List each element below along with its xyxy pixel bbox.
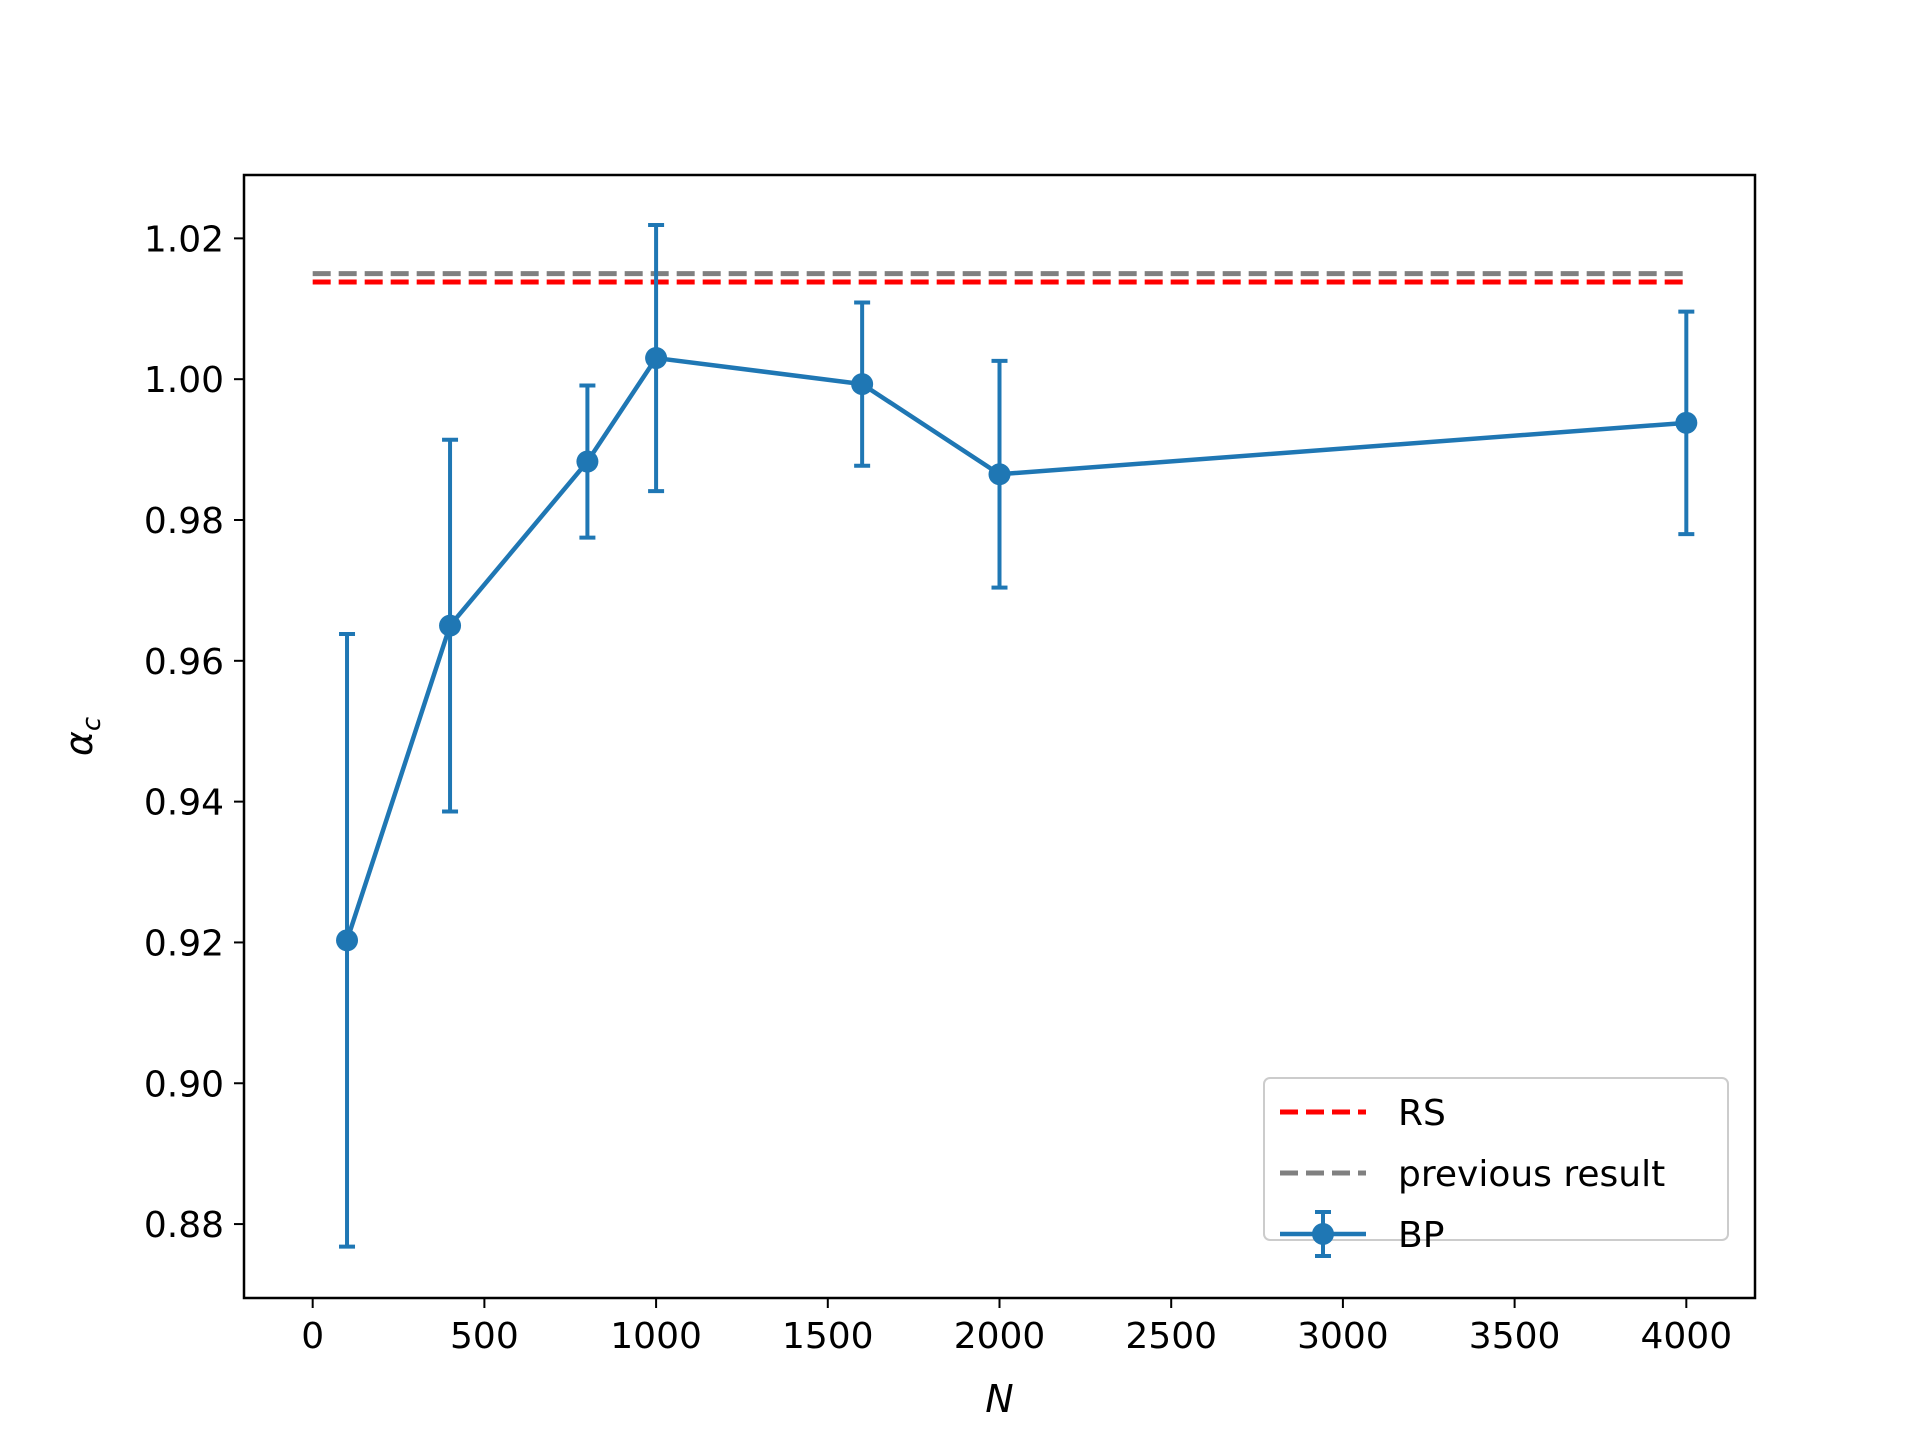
data-point xyxy=(988,463,1011,486)
data-point xyxy=(576,450,599,473)
y-axis-label-main: α xyxy=(57,731,101,756)
data-point xyxy=(1675,411,1698,434)
data-point xyxy=(336,929,359,952)
legend-label-bp: BP xyxy=(1398,1215,1444,1256)
legend-label-previous-result: previous result xyxy=(1398,1154,1665,1195)
legend: RS previous result BP xyxy=(1263,1077,1729,1258)
x-tick-label: 2500 xyxy=(1125,1316,1217,1357)
y-tick-label: 0.94 xyxy=(144,783,224,824)
legend-label-rs: RS xyxy=(1398,1093,1446,1134)
x-axis-label: N xyxy=(985,1377,1013,1421)
axes: 0 500 1000 1500 2000 2500 3000 3500 4000 0.88 0.90… xyxy=(144,173,1757,1357)
y-tick-label: 0.88 xyxy=(144,1205,224,1246)
data-point xyxy=(645,347,668,370)
data-point xyxy=(851,373,874,396)
x-tick-label: 2000 xyxy=(954,1316,1046,1357)
x-tick-label: 1000 xyxy=(610,1316,702,1357)
y-tick-label: 1.02 xyxy=(144,219,224,260)
x-tick-label: 3000 xyxy=(1297,1316,1389,1357)
y-tick-label: 0.96 xyxy=(144,642,224,683)
legend-box xyxy=(1263,1077,1729,1241)
data-point xyxy=(439,614,462,637)
x-tick-label: 1500 xyxy=(782,1316,874,1357)
x-tick-label: 3500 xyxy=(1469,1316,1561,1357)
legend-swatch-marker xyxy=(1312,1223,1334,1245)
y-tick-label: 0.90 xyxy=(144,1064,224,1105)
y-axis-label: αc xyxy=(57,717,107,756)
y-tick-label: 1.00 xyxy=(144,360,224,401)
y-axis-label-subscript: c xyxy=(77,717,107,731)
y-tick-label: 0.98 xyxy=(144,501,224,542)
x-tick-label: 500 xyxy=(450,1316,519,1357)
y-tick-label: 0.92 xyxy=(144,923,224,964)
x-tick-label: 4000 xyxy=(1641,1316,1733,1357)
plot-area xyxy=(312,222,1698,1249)
x-tick-label: 0 xyxy=(301,1316,324,1357)
